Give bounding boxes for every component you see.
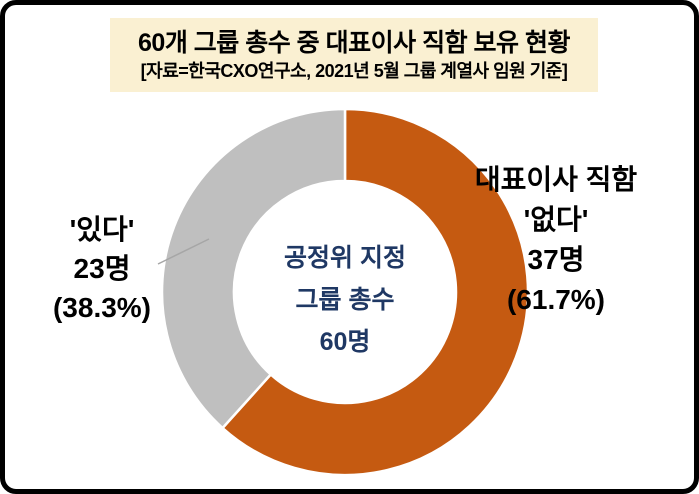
label-none-line2: '없다'	[523, 204, 589, 235]
title-box: 60개 그룹 총수 중 대표이사 직함 보유 현황 [자료=한국CXO연구소, …	[110, 18, 598, 92]
chart-source-note: [자료=한국CXO연구소, 2021년 5월 그룹 계열사 임원 기준]	[140, 61, 568, 81]
donut-slice-1	[160, 107, 347, 430]
label-none-title: 대표이사 직함 '없다' 37명 (61.7%)	[448, 160, 664, 320]
label-have-percent: (38.3%)	[52, 292, 152, 323]
donut-slice-0	[221, 107, 530, 477]
label-have-count: 23명	[73, 253, 131, 284]
center-line3: 60명	[319, 328, 371, 356]
label-have-title: '있다' 23명 (38.3%)	[23, 210, 181, 327]
donut-center-label: 공정위 지정 그룹 총수 60명	[245, 237, 445, 363]
center-line1: 공정위 지정	[284, 244, 406, 272]
label-none-line1: 대표이사 직함	[474, 164, 638, 195]
label-have-name: '있다'	[69, 214, 135, 245]
label-none-count: 37명	[527, 244, 585, 275]
leader-line	[157, 238, 210, 265]
chart-title: 60개 그룹 총수 중 대표이사 직함 보유 현황	[138, 29, 570, 57]
donut-chart	[157, 107, 530, 477]
label-none-percent: (61.7%)	[506, 284, 606, 315]
center-line2: 그룹 총수	[295, 286, 395, 314]
